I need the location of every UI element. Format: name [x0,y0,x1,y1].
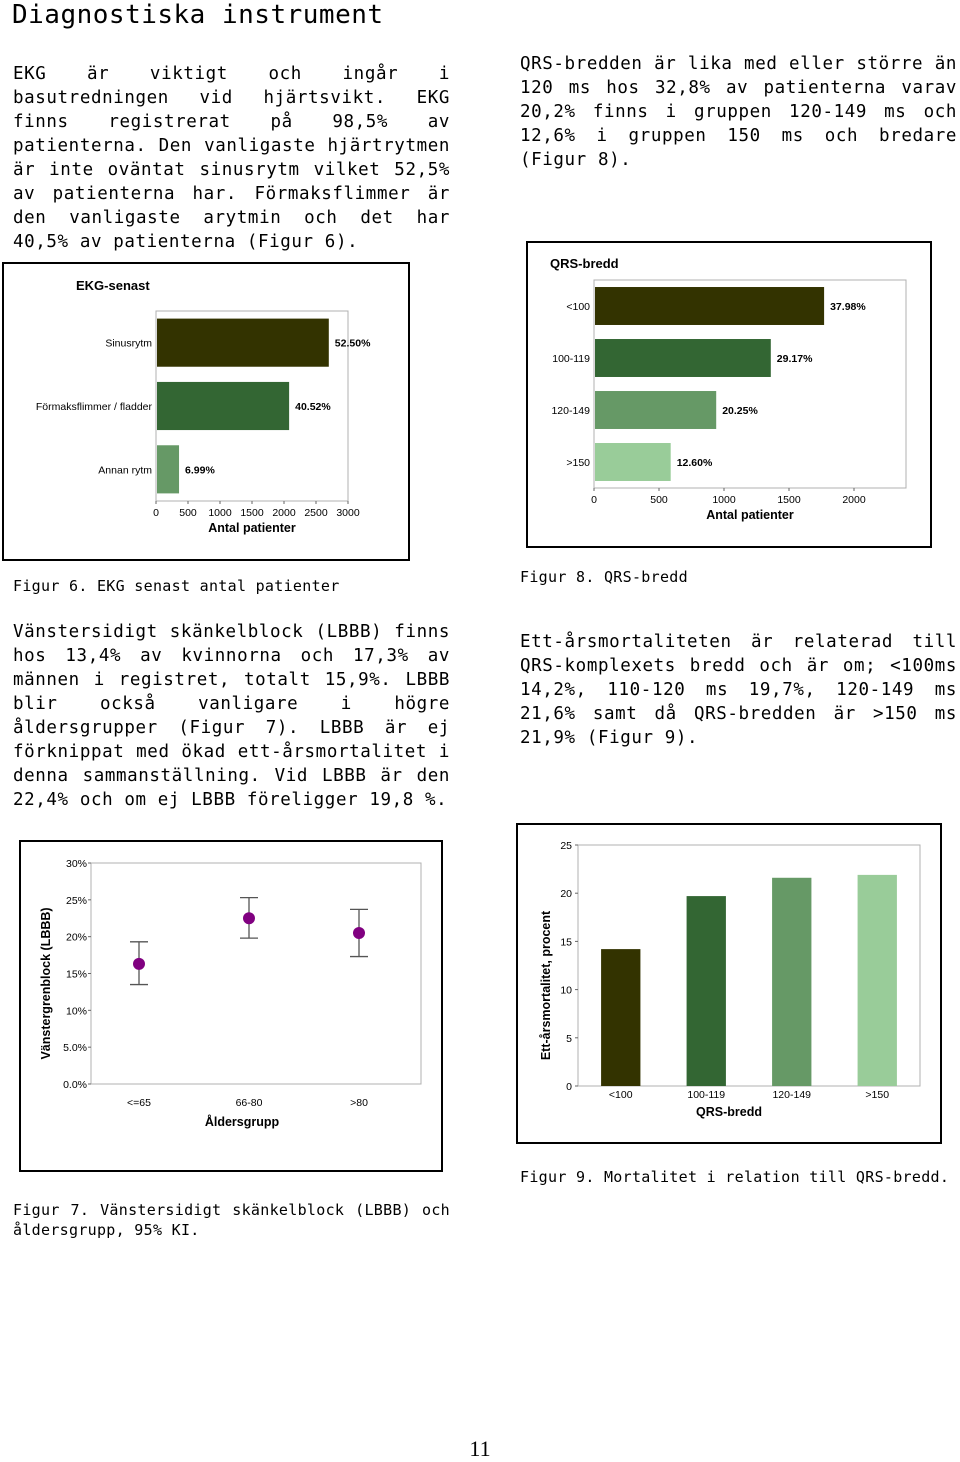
figure-8-svg: QRS-bredd <100 37.98% 100-119 29.17% 120-149 2… [550,256,907,522]
category-label: 120-149 [551,405,590,417]
caption-figure-9: Figur 9. Mortalitet i relation till QRS-… [520,1168,950,1186]
x-tick-label: 1500 [240,507,264,519]
x-tick-label: 1000 [712,494,736,506]
bar [595,287,825,325]
x-tick-label: <100 [609,1089,633,1101]
data-label: 29.17% [777,353,813,365]
data-label: 52.50% [335,338,371,350]
x-tick-label: 2500 [304,507,328,519]
x-tick-label: 500 [650,494,668,506]
bar [157,445,180,494]
x-axis-label: Antal patienter [706,508,794,522]
paragraph-mortality: Ett-årsmortaliteten är relaterad till QR… [520,632,957,748]
page-heading: Diagnostiska instrument [12,0,384,30]
caption-figure-7: Figur 7. Vänstersidigt skänkelblock (LBB… [13,1201,450,1239]
paragraph-qrs-width: QRS-bredden är lika med eller större än … [520,54,957,170]
x-tick-label: <=65 [127,1097,151,1109]
y-tick-label: 15 [560,936,572,948]
x-tick-label: 0 [153,507,159,519]
data-label: 20.25% [722,405,758,417]
x-tick-label: 500 [179,507,197,519]
y-tick-label: 10 [560,985,572,997]
x-axis-label: Åldersgrupp [205,1114,280,1129]
figure-7-chart: 0.0% 5.0% 10% 15% 20% 25% 30% <=65 66-80 >80 Ålder… [19,840,443,1172]
category-label: Annan rytm [98,464,152,476]
x-tick-label: 0 [591,494,597,506]
figure-6-svg: EKG-senast Sinusrytm 52.50% Förmaksflimmer … [36,278,371,535]
y-tick-label: 0.0% [63,1079,87,1091]
y-tick-label: 25% [66,895,87,907]
chart-title: EKG-senast [76,278,150,293]
data-label: 6.99% [185,464,215,476]
caption-figure-6: Figur 6. EKG senast antal patienter [13,577,340,595]
plot-frame [593,279,907,489]
x-tick-label: >80 [350,1097,368,1109]
figure-9-chart: 0 5 10 15 20 25 <100 100-119 120-149 >150 QRS-bred… [516,823,942,1144]
y-tick-label: 30% [66,858,87,870]
figure-8-chart: QRS-bredd <100 37.98% 100-119 29.17% 120-149 2… [526,241,932,548]
plot-frame [577,844,921,1087]
x-axis-label: QRS-bredd [696,1105,762,1119]
x-tick-label: 2000 [272,507,296,519]
bar [157,381,290,431]
paragraph-ekg: EKG är viktigt och ingår i basutredninge… [13,64,450,252]
chart-title: QRS-bredd [550,256,619,271]
data-label: 40.52% [295,401,331,413]
y-tick-label: 5 [566,1033,572,1045]
data-point [243,912,255,925]
x-tick-label: >150 [865,1089,889,1101]
y-tick-label: 20% [66,932,87,944]
category-label: <100 [566,301,590,313]
y-axis-label: Ett-årsmortalitet, procent [539,910,553,1060]
y-tick-label: 10% [66,1005,87,1017]
x-tick-label: 66-80 [236,1097,263,1109]
x-tick-label: 100-119 [687,1089,725,1101]
x-tick-label: 1500 [777,494,801,506]
category-label: >150 [566,457,590,469]
bar [772,877,812,1086]
y-tick-label: 20 [560,888,572,900]
bar [595,391,717,429]
category-label: Förmaksflimmer / fladder [36,401,153,413]
figure-9-svg: 0 5 10 15 20 25 <100 100-119 120-149 >150 QRS-bred… [539,840,921,1119]
y-tick-label: 5.0% [63,1042,87,1054]
paragraph-lbbb: Vänstersidigt skänkelblock (LBBB) finns … [13,622,450,810]
x-tick-label: 120-149 [772,1089,811,1101]
bar [857,874,897,1086]
category-label: 100-119 [552,353,590,365]
y-tick-label: 25 [560,840,572,852]
category-label: Sinusrytm [105,338,152,350]
x-tick-label: 2000 [842,494,866,506]
figure-6-chart: EKG-senast Sinusrytm 52.50% Förmaksflimmer … [2,262,410,561]
bar [595,339,771,377]
caption-figure-8: Figur 8. QRS-bredd [520,568,688,586]
plot-frame [90,862,422,1085]
y-axis-label: Vänstergrenblock (LBBB) [39,907,53,1059]
x-tick-label: 3000 [336,507,360,519]
data-point [353,926,365,939]
data-point [133,957,145,970]
bar [686,896,726,1086]
page-number: 11 [469,1436,491,1461]
data-label: 12.60% [677,457,713,469]
figure-7-svg: 0.0% 5.0% 10% 15% 20% 25% 30% <=65 66-80 >80 Ålder… [39,858,422,1129]
bar [595,443,671,481]
y-tick-label: 0 [566,1081,572,1093]
y-tick-label: 15% [66,969,87,981]
x-axis-label: Antal patienter [208,521,296,535]
x-tick-label: 1000 [208,507,232,519]
bar [157,318,329,367]
bar [601,949,641,1086]
data-label: 37.98% [830,301,866,313]
